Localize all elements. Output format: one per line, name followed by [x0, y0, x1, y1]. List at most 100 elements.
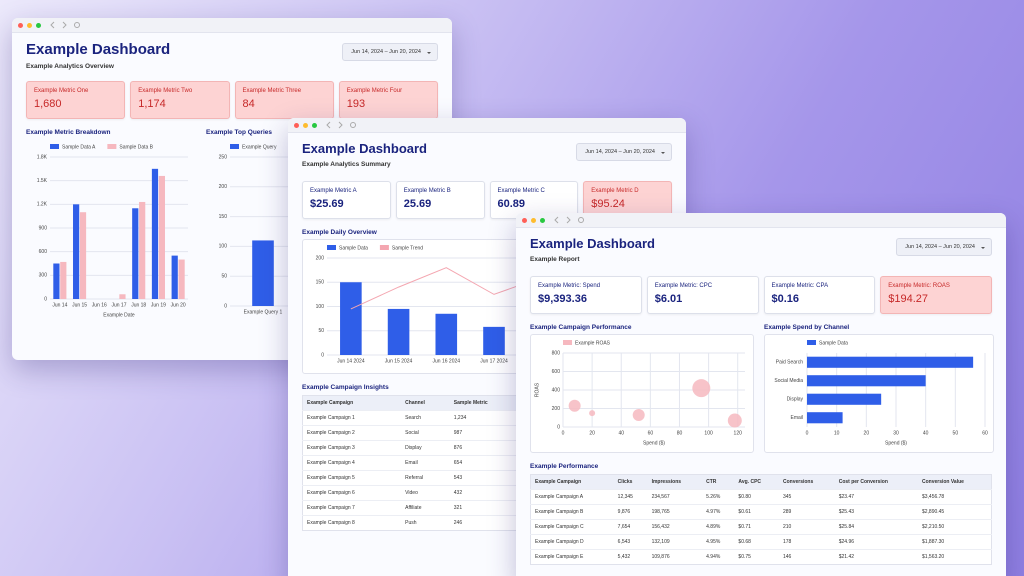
window-control[interactable] [522, 217, 527, 223]
nav-forward [338, 121, 343, 129]
x-tick-label: Jun 17 2024 [480, 358, 508, 364]
window-control[interactable] [531, 217, 536, 223]
metric-label: Example Metric: ROAS [888, 283, 950, 289]
window-control[interactable] [540, 217, 545, 223]
chart-title: Example Daily Overview [302, 229, 377, 236]
dashboard-subtitle: Example Analytics Overview [26, 63, 114, 70]
x-tick-label: Jun 14 2024 [337, 358, 365, 364]
date-picker[interactable]: Jun 14, 2024 – Jun 20, 2024 [576, 143, 672, 161]
window-control[interactable] [312, 122, 317, 128]
table-header: Example Campaign Clicks Impressions CTR Avg.… [530, 474, 992, 490]
table-cell: Example Campaign A [530, 489, 614, 505]
metric-value: 84 [242, 98, 255, 110]
date-picker[interactable]: Jun 14, 2024 – Jun 20, 2024 [896, 238, 992, 256]
chart-title: Example Campaign Performance [530, 324, 632, 331]
chart-panel: Sample Data Spend ($) 0 10 20 30 40 50 60 Paid Se… [764, 334, 994, 453]
table-cell: Example Campaign 6 [302, 485, 402, 501]
nav-reload [350, 122, 356, 128]
nav-buttons[interactable] [321, 120, 361, 130]
legend-swatch [563, 340, 572, 345]
nav-buttons[interactable] [45, 20, 85, 30]
browser-toolbar [12, 18, 452, 33]
bubble [632, 408, 645, 421]
y-tick-label: Display [787, 397, 804, 403]
bar [119, 294, 126, 299]
chart-row: Example Campaign Performance Example ROAS… [530, 324, 994, 453]
y-tick-label: 150 [219, 214, 228, 220]
table-cell: 321 [449, 500, 524, 516]
column-header: Cost per Conversion [834, 474, 918, 490]
nav-reload [74, 22, 80, 28]
table-cell: Example Campaign 2 [302, 425, 402, 441]
nav-forward [62, 21, 67, 29]
bar [807, 375, 926, 387]
x-tick-label: 60 [982, 430, 988, 436]
y-tick-label: 1.8K [37, 154, 48, 160]
dashboard-header: Example Dashboard Example Report Jun 14, 2… [530, 236, 992, 272]
dashboard-title: Example Dashboard [302, 141, 427, 156]
table-cell: $0.80 [734, 489, 779, 505]
dashboard-header: Example Dashboard Example Analytics Summa… [302, 141, 672, 177]
chart: Example ROAS Spend ($) ROAS 0 200 400 600 800 0 2… [534, 340, 745, 446]
x-tick-label: Example Query 1 [244, 309, 283, 315]
table-cell: Referral [401, 470, 450, 486]
y-tick-label: 0 [557, 424, 560, 430]
bar [73, 204, 80, 299]
legend-label: Example Query [242, 144, 277, 150]
legend-swatch [807, 340, 816, 345]
window-control[interactable] [294, 122, 299, 128]
nav-back [50, 21, 55, 29]
bubble [727, 413, 742, 428]
table-cell: 5,432 [613, 549, 648, 565]
nav-buttons[interactable] [549, 215, 589, 225]
chart-block: Example Spend by Channel Sample Data Spend… [764, 324, 994, 453]
chart: Sample Data A Sample Data B Example Date 0 3… [37, 144, 188, 318]
window-control[interactable] [303, 122, 308, 128]
bar [807, 356, 974, 368]
y-tick-label: 150 [316, 280, 325, 286]
dashboard-body: Example Dashboard Example Report Jun 14, 2… [516, 228, 1006, 573]
table-cell: $0.68 [734, 534, 779, 550]
bubble [692, 379, 711, 398]
table-cell: Social [401, 425, 450, 441]
metric-row: Example Metric One 1,680 Example Metric Tw… [26, 81, 438, 119]
table-cell: 345 [778, 489, 835, 505]
table-cell: 210 [778, 519, 835, 535]
window-control[interactable] [36, 22, 41, 28]
table-cell: 289 [778, 504, 835, 520]
nav-forward [566, 216, 571, 224]
table-row: Example Campaign C 7,654 156,432 4.89% $0.71… [530, 519, 992, 535]
bar [807, 412, 843, 424]
dashboard-title: Example Dashboard [530, 236, 655, 251]
window-control[interactable] [18, 22, 23, 28]
column-header: CTR [702, 474, 735, 490]
metric-label: Example Metric: CPA [771, 283, 829, 289]
table-row: Example Campaign D 6,543 132,109 4.95% $0.68… [530, 534, 992, 550]
table-cell: $24.96 [834, 534, 918, 550]
table-cell: $25.43 [834, 504, 918, 520]
metric-card: Example Metric Four 193 [338, 81, 438, 119]
bar [435, 313, 458, 355]
table-cell: 132,109 [647, 534, 703, 550]
window-control[interactable] [27, 22, 32, 28]
table-cell: $0.71 [734, 519, 779, 535]
y-tick-label: 200 [552, 406, 561, 412]
table-cell: 4.95% [702, 534, 735, 550]
x-tick-label: Jun 19 [151, 302, 166, 308]
date-picker[interactable]: Jun 14, 2024 – Jun 20, 2024 [342, 43, 438, 61]
table-title: Example Performance [530, 463, 599, 470]
table-cell: Example Campaign 8 [302, 515, 402, 531]
browser-toolbar [516, 213, 1006, 228]
metric-value: $25.69 [310, 198, 344, 210]
bar [53, 263, 60, 299]
table-cell: Push [401, 515, 450, 531]
metric-label: Example Metric C [497, 188, 545, 194]
bar [178, 259, 185, 299]
y-tick-label: 300 [39, 273, 48, 279]
legend-swatch [50, 144, 59, 149]
y-tick-label: 0 [321, 352, 324, 358]
bar [79, 212, 87, 299]
chart-block: Example Campaign Performance Example ROAS… [530, 324, 754, 453]
metric-card: Example Metric C 60.89 [489, 181, 579, 219]
